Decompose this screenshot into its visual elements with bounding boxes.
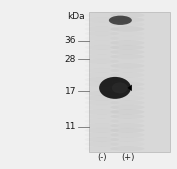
Polygon shape [127,85,132,91]
Text: (-): (-) [97,153,107,162]
Ellipse shape [110,86,145,91]
Ellipse shape [110,146,145,151]
Ellipse shape [110,13,145,18]
Text: 17: 17 [65,87,76,96]
Ellipse shape [110,132,145,137]
Ellipse shape [110,22,145,27]
Text: 28: 28 [65,55,76,64]
Ellipse shape [110,63,145,68]
Ellipse shape [85,59,119,64]
Text: kDa: kDa [67,12,85,21]
Ellipse shape [110,45,145,50]
Ellipse shape [85,68,119,73]
Ellipse shape [110,137,145,142]
Text: (+): (+) [121,153,134,162]
Ellipse shape [110,73,145,78]
Ellipse shape [118,18,130,23]
Text: 11: 11 [65,122,76,131]
Ellipse shape [110,95,145,101]
Text: 36: 36 [65,36,76,45]
Ellipse shape [110,27,145,32]
Ellipse shape [110,59,145,64]
Ellipse shape [85,91,119,96]
Ellipse shape [110,123,145,128]
Ellipse shape [110,142,145,147]
Ellipse shape [110,114,145,119]
Ellipse shape [110,40,145,45]
Ellipse shape [112,82,128,93]
Ellipse shape [110,100,145,105]
Ellipse shape [110,119,145,124]
Ellipse shape [110,109,145,114]
Ellipse shape [109,16,132,25]
Ellipse shape [110,128,145,133]
Ellipse shape [85,45,119,50]
Ellipse shape [85,146,119,151]
FancyBboxPatch shape [88,12,170,152]
Ellipse shape [110,68,145,73]
Ellipse shape [110,91,145,96]
Ellipse shape [85,86,119,91]
Ellipse shape [99,77,131,99]
